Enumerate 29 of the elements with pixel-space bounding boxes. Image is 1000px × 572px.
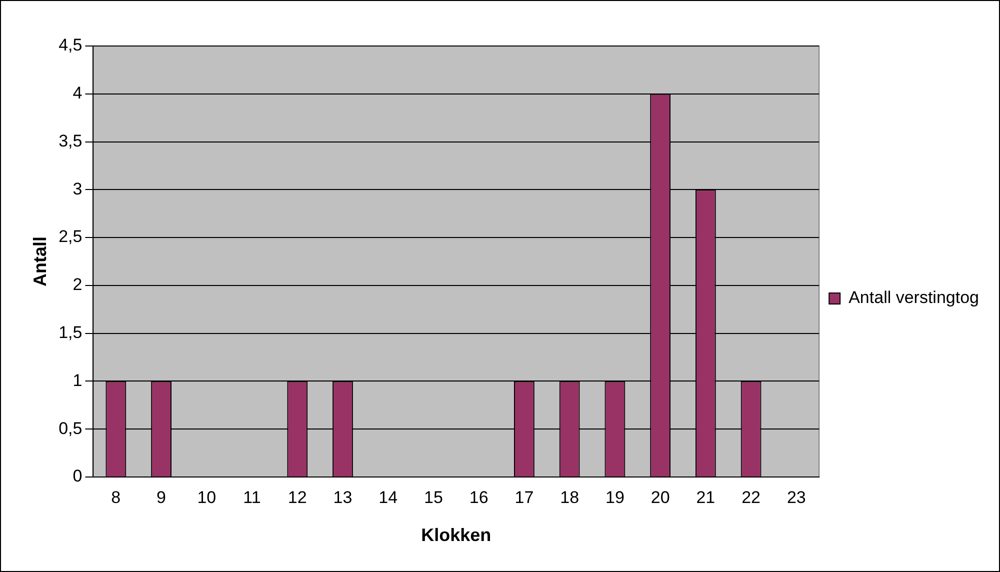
y-tick-label: 2,5 — [58, 227, 82, 246]
y-axis-title: Antall — [30, 236, 50, 287]
x-tick-label: 23 — [786, 488, 806, 507]
x-tick-label: 12 — [288, 488, 307, 507]
x-tick-label: 14 — [378, 488, 398, 507]
legend-label: Antall verstingtog — [848, 288, 979, 308]
y-tick-label: 2 — [72, 275, 82, 294]
x-tick-label: 11 — [243, 488, 261, 507]
y-tick-label: 4 — [72, 84, 82, 103]
x-tick-label: 9 — [156, 488, 166, 507]
x-tick-label: 22 — [742, 488, 761, 507]
y-tick-label: 0,5 — [58, 418, 82, 438]
x-tick-label: 17 — [514, 488, 534, 507]
x-tick-label: 10 — [197, 488, 216, 507]
x-tick-label: 21 — [696, 488, 716, 507]
x-tick-label: 15 — [424, 488, 443, 507]
x-tick-label: 8 — [111, 488, 121, 507]
x-tick-label: 16 — [469, 488, 488, 507]
x-tick-label: 20 — [650, 488, 670, 507]
y-tick-label: 3,5 — [58, 131, 82, 150]
y-tick-label: 1,5 — [58, 323, 82, 342]
x-tick-label: 19 — [605, 488, 624, 507]
y-tick-label: 4,5 — [58, 36, 82, 55]
y-tick-label: 1 — [72, 370, 82, 390]
x-axis-title: Klokken — [421, 525, 492, 546]
y-tick-label: 3 — [72, 179, 82, 198]
y-tick-label: 0 — [72, 466, 82, 486]
x-tick-label: 18 — [560, 488, 580, 507]
x-tick-label: 13 — [333, 488, 352, 507]
